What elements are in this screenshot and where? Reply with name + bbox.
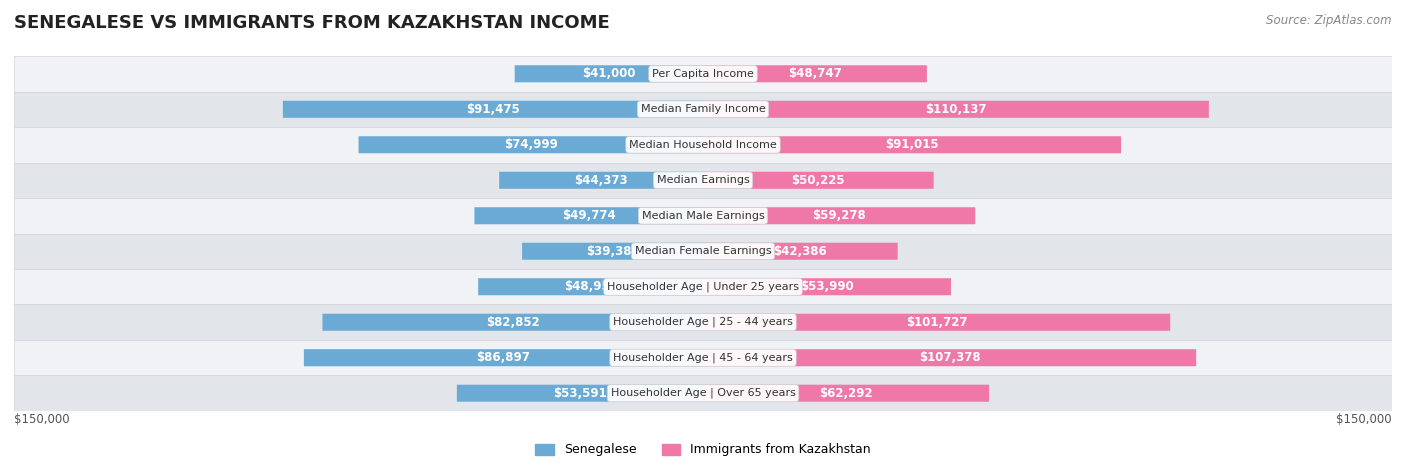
- FancyBboxPatch shape: [703, 314, 1170, 331]
- FancyBboxPatch shape: [703, 172, 934, 189]
- FancyBboxPatch shape: [14, 127, 1392, 163]
- Text: $82,852: $82,852: [486, 316, 540, 329]
- FancyBboxPatch shape: [703, 207, 976, 224]
- Text: $150,000: $150,000: [1336, 413, 1392, 426]
- Text: $39,384: $39,384: [586, 245, 640, 258]
- Text: $91,015: $91,015: [886, 138, 939, 151]
- Text: $91,475: $91,475: [465, 103, 520, 116]
- Text: $48,953: $48,953: [564, 280, 617, 293]
- FancyBboxPatch shape: [14, 56, 1392, 92]
- FancyBboxPatch shape: [703, 278, 950, 295]
- Text: $101,727: $101,727: [905, 316, 967, 329]
- Text: $53,990: $53,990: [800, 280, 853, 293]
- Text: $41,000: $41,000: [582, 67, 636, 80]
- FancyBboxPatch shape: [703, 101, 1209, 118]
- FancyBboxPatch shape: [304, 349, 703, 366]
- Text: Median Earnings: Median Earnings: [657, 175, 749, 185]
- FancyBboxPatch shape: [359, 136, 703, 153]
- Text: $50,225: $50,225: [792, 174, 845, 187]
- FancyBboxPatch shape: [703, 385, 988, 402]
- Text: Median Male Earnings: Median Male Earnings: [641, 211, 765, 221]
- Text: $74,999: $74,999: [503, 138, 558, 151]
- Text: $44,373: $44,373: [574, 174, 628, 187]
- Text: $62,292: $62,292: [820, 387, 873, 400]
- FancyBboxPatch shape: [474, 207, 703, 224]
- FancyBboxPatch shape: [14, 269, 1392, 304]
- Text: Median Family Income: Median Family Income: [641, 104, 765, 114]
- FancyBboxPatch shape: [703, 243, 897, 260]
- Text: Householder Age | Under 25 years: Householder Age | Under 25 years: [607, 282, 799, 292]
- FancyBboxPatch shape: [14, 234, 1392, 269]
- Text: Median Household Income: Median Household Income: [628, 140, 778, 150]
- FancyBboxPatch shape: [703, 349, 1197, 366]
- Legend: Senegalese, Immigrants from Kazakhstan: Senegalese, Immigrants from Kazakhstan: [530, 439, 876, 461]
- FancyBboxPatch shape: [14, 304, 1392, 340]
- Text: $150,000: $150,000: [14, 413, 70, 426]
- Text: Per Capita Income: Per Capita Income: [652, 69, 754, 79]
- FancyBboxPatch shape: [522, 243, 703, 260]
- Text: $107,378: $107,378: [918, 351, 980, 364]
- FancyBboxPatch shape: [499, 172, 703, 189]
- Text: $42,386: $42,386: [773, 245, 827, 258]
- Text: SENEGALESE VS IMMIGRANTS FROM KAZAKHSTAN INCOME: SENEGALESE VS IMMIGRANTS FROM KAZAKHSTAN…: [14, 14, 610, 32]
- Text: $59,278: $59,278: [813, 209, 866, 222]
- Text: $110,137: $110,137: [925, 103, 987, 116]
- FancyBboxPatch shape: [14, 340, 1392, 375]
- FancyBboxPatch shape: [283, 101, 703, 118]
- FancyBboxPatch shape: [703, 65, 927, 82]
- FancyBboxPatch shape: [478, 278, 703, 295]
- FancyBboxPatch shape: [703, 136, 1121, 153]
- FancyBboxPatch shape: [14, 375, 1392, 411]
- Text: $49,774: $49,774: [562, 209, 616, 222]
- Text: Source: ZipAtlas.com: Source: ZipAtlas.com: [1267, 14, 1392, 27]
- FancyBboxPatch shape: [322, 314, 703, 331]
- Text: $53,591: $53,591: [553, 387, 607, 400]
- Text: Householder Age | 45 - 64 years: Householder Age | 45 - 64 years: [613, 353, 793, 363]
- Text: Householder Age | 25 - 44 years: Householder Age | 25 - 44 years: [613, 317, 793, 327]
- Text: $48,747: $48,747: [789, 67, 842, 80]
- FancyBboxPatch shape: [14, 198, 1392, 234]
- Text: $86,897: $86,897: [477, 351, 530, 364]
- FancyBboxPatch shape: [457, 385, 703, 402]
- Text: Median Female Earnings: Median Female Earnings: [634, 246, 772, 256]
- FancyBboxPatch shape: [14, 92, 1392, 127]
- FancyBboxPatch shape: [14, 163, 1392, 198]
- FancyBboxPatch shape: [515, 65, 703, 82]
- Text: Householder Age | Over 65 years: Householder Age | Over 65 years: [610, 388, 796, 398]
